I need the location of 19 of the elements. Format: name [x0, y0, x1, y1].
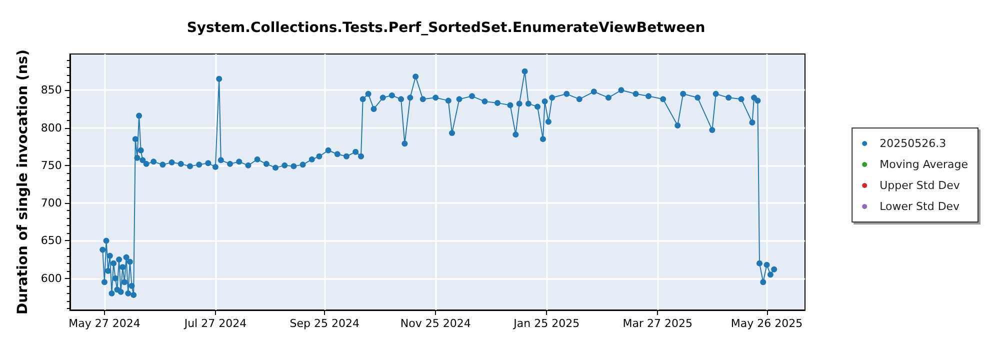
x-tick-label: Jan 25 2025 — [512, 317, 580, 330]
y-tick-label: 700 — [40, 196, 62, 210]
y-axis-title: Duration of single invocation (ns) — [15, 49, 31, 315]
x-tick-label: May 27 2024 — [68, 317, 140, 330]
x-tick-label: Jul 27 2024 — [183, 317, 247, 330]
chart-title: System.Collections.Tests.Perf_SortedSet.EnumerateViewBetween — [186, 20, 706, 36]
x-tick-label: Sep 25 2024 — [290, 317, 360, 330]
legend-label: Upper Std Dev — [880, 179, 960, 192]
y-tick-label: 600 — [40, 272, 62, 285]
legend-label: 20250526.3 — [880, 137, 946, 150]
x-tick-label: Nov 25 2024 — [400, 317, 471, 330]
y-tick-label: 650 — [40, 234, 62, 248]
y-tick-label: 850 — [40, 84, 62, 97]
y-tick-label: 750 — [40, 158, 62, 172]
x-tick-label: Mar 27 2025 — [622, 317, 692, 330]
y-tick-label: 800 — [40, 121, 62, 134]
legend-label: Lower Std Dev — [880, 200, 960, 213]
x-tick-label: May 26 2025 — [730, 317, 803, 330]
legend-label: Moving Average — [880, 158, 968, 171]
